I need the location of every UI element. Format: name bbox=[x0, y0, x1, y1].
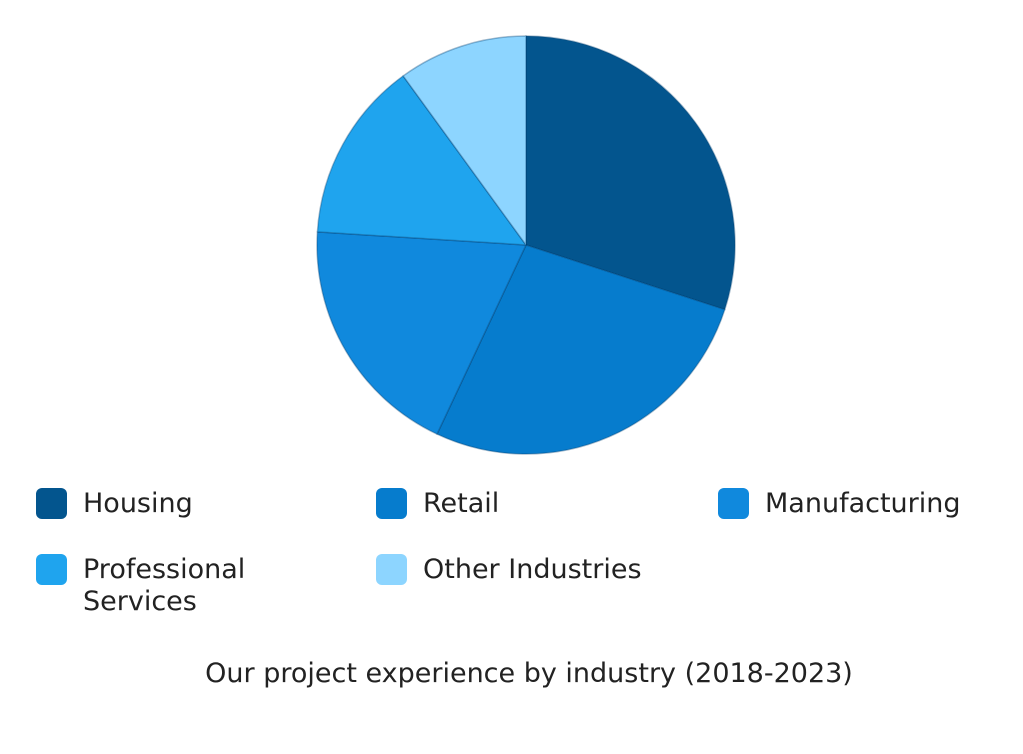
legend-item-other-industries: Other Industries bbox=[376, 554, 642, 586]
pie-slice-housing bbox=[525, 35, 736, 311]
legend-swatch-professional-services bbox=[36, 554, 67, 585]
pie-slice-professional-services bbox=[316, 75, 527, 246]
legend-item-professional-services: Professional Services bbox=[36, 554, 245, 618]
legend-label-retail: Retail bbox=[423, 488, 500, 519]
chart-caption: Our project experience by industry (2018… bbox=[205, 658, 853, 689]
pie-slice-retail bbox=[436, 244, 726, 455]
legend-label-housing: Housing bbox=[83, 488, 193, 519]
legend-swatch-retail bbox=[376, 488, 407, 519]
legend-label-manufacturing: Manufacturing bbox=[765, 488, 961, 519]
pie-slice-other-industries bbox=[402, 35, 527, 246]
legend-label-professional-services: Professional Services bbox=[83, 554, 246, 617]
pie-chart bbox=[316, 35, 736, 455]
legend-swatch-other-industries bbox=[376, 554, 407, 585]
legend-label-other-industries: Other Industries bbox=[423, 554, 642, 585]
pie-slice-manufacturing bbox=[316, 231, 527, 435]
legend-swatch-manufacturing bbox=[718, 488, 749, 519]
legend-item-manufacturing: Manufacturing bbox=[718, 488, 961, 520]
legend-item-housing: Housing bbox=[36, 488, 193, 520]
legend-item-retail: Retail bbox=[376, 488, 499, 520]
legend-swatch-housing bbox=[36, 488, 67, 519]
